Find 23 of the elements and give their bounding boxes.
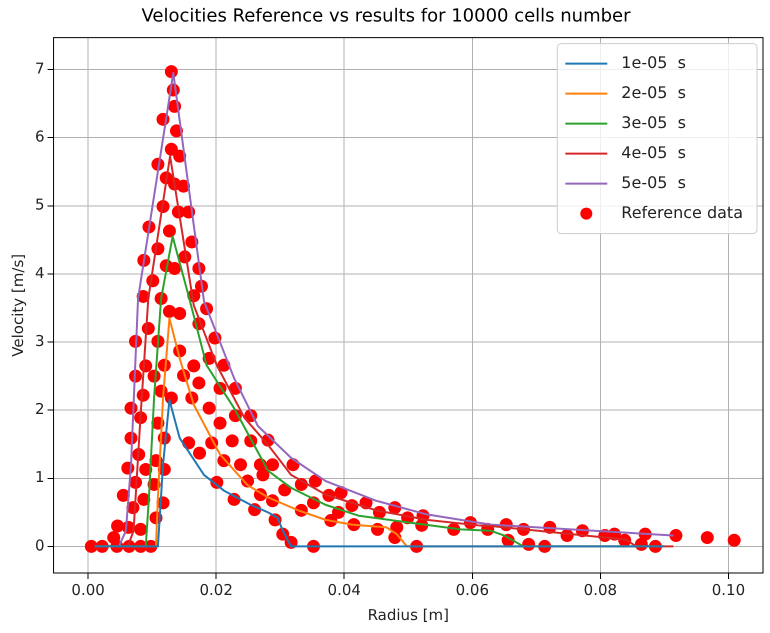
legend-label: Reference data [621, 202, 744, 222]
x-tick-label: 0.04 [328, 580, 361, 599]
legend-label: 4e-05 s [621, 142, 686, 162]
y-tick-label: 3 [34, 332, 45, 350]
x-tick-label: 0.02 [199, 580, 233, 599]
y-axis-title: Velocity [m/s] [8, 254, 27, 357]
y-tick-label: 6 [34, 128, 45, 146]
x-tick-label: 0.06 [456, 580, 490, 599]
y-tick-label: 0 [34, 536, 45, 554]
chart-title: Velocities Reference vs results for 10000 cells number [141, 5, 632, 26]
y-tick-label: 4 [34, 264, 45, 282]
x-tick-label: 0.10 [712, 580, 746, 599]
legend-label: 2e-05 s [621, 82, 686, 102]
x-tick-label: 0.00 [71, 580, 105, 599]
x-axis-title: Radius [m] [368, 606, 449, 624]
legend-label: 5e-05 s [621, 172, 686, 192]
y-tick-label: 5 [34, 196, 45, 214]
y-tick-label: 7 [34, 60, 45, 78]
y-tick-label: 2 [34, 400, 45, 418]
x-tick-label: 0.08 [584, 580, 618, 599]
legend-label: 1e-05 s [621, 52, 686, 72]
legend-label: 3e-05 s [621, 112, 686, 132]
y-tick-label: 1 [34, 468, 45, 486]
